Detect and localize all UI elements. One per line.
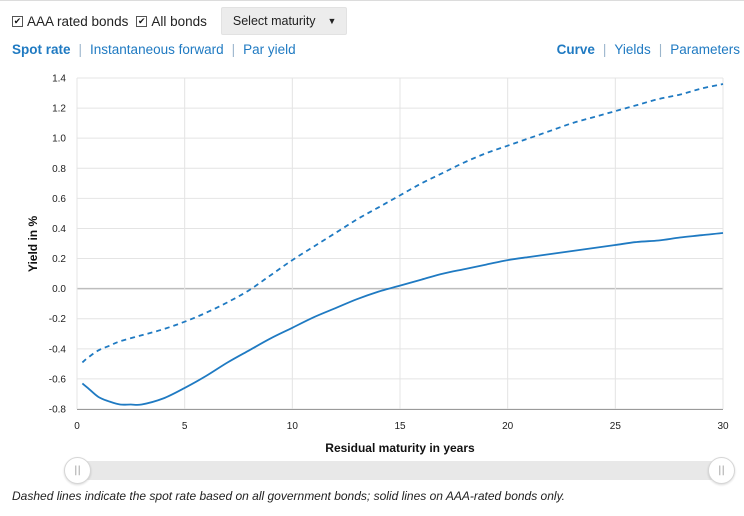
grip-icon: || xyxy=(74,465,81,476)
tab-separator: | xyxy=(231,42,236,57)
y-tick-label: 0.6 xyxy=(52,194,66,205)
maturity-range-slider[interactable] xyxy=(77,461,723,480)
maturity-select[interactable]: Select maturity ▼ xyxy=(220,7,348,35)
checkbox-check-icon: ✔ xyxy=(12,15,23,27)
tab-parameters[interactable]: Parameters xyxy=(670,42,740,57)
y-tick-label: 0.2 xyxy=(52,254,66,265)
all-bonds-label: All bonds xyxy=(151,13,207,29)
chart-series xyxy=(81,83,724,406)
checkbox-check-icon: ✔ xyxy=(136,15,148,27)
y-tick-label: 0.8 xyxy=(52,164,66,175)
tab-curve[interactable]: Curve xyxy=(556,42,595,57)
tab-instantaneous-forward[interactable]: Instantaneous forward xyxy=(90,42,224,57)
y-axis-title: Yield in % xyxy=(26,216,40,273)
grip-icon: || xyxy=(718,465,725,476)
y-tick-label: -0.2 xyxy=(49,314,67,325)
x-axis-title: Residual maturity in years xyxy=(325,441,475,455)
aaa-bonds-label: AAA rated bonds xyxy=(27,13,129,29)
rate-type-tabs: Spot rate | Instantaneous forward | Par … xyxy=(12,42,296,57)
tab-separator: | xyxy=(602,42,607,57)
tab-separator: | xyxy=(78,42,83,57)
x-tick-label: 20 xyxy=(502,421,514,432)
y-tick-label: 0.0 xyxy=(52,284,66,295)
caret-down-icon: ▼ xyxy=(327,16,337,26)
x-tick-label: 5 xyxy=(182,421,188,432)
slider-handle-right[interactable]: || xyxy=(708,457,735,484)
y-tick-label: -0.8 xyxy=(49,405,67,416)
x-tick-label: 0 xyxy=(74,421,80,432)
view-tabs: Curve | Yields | Parameters xyxy=(557,42,740,57)
y-tick-label: -0.4 xyxy=(49,344,67,355)
x-tick-label: 25 xyxy=(610,421,622,432)
y-tick-label: -0.6 xyxy=(49,374,67,385)
yield-curve-chart: -0.8 -0.6 -0.4 -0.2 0.0 0.2 0.4 0.6 0.8 1.0 1.2 1.4… xyxy=(26,74,729,456)
top-divider xyxy=(0,0,744,1)
all-bonds-checkbox[interactable]: ✔ All bonds xyxy=(136,14,207,29)
aaa-bonds-checkbox[interactable]: ✔ AAA rated bonds xyxy=(12,14,128,29)
tab-yields[interactable]: Yields xyxy=(614,42,651,57)
series-line-all-bonds xyxy=(81,83,724,364)
tab-separator: | xyxy=(658,42,663,57)
slider-handle-left[interactable]: || xyxy=(64,457,91,484)
y-tick-label: 1.2 xyxy=(52,104,66,115)
y-tick-label: 1.0 xyxy=(52,134,66,145)
chart-tick-labels: -0.8 -0.6 -0.4 -0.2 0.0 0.2 0.4 0.6 0.8 1.0 1.2 1.4… xyxy=(49,74,729,433)
series-line-aaa-bonds xyxy=(81,232,724,406)
filter-controls: ✔ AAA rated bonds ✔ All bonds Select mat… xyxy=(12,7,348,35)
chart-caption: Dashed lines indicate the spot rate base… xyxy=(12,489,566,503)
y-tick-label: 1.4 xyxy=(52,74,66,85)
x-tick-label: 10 xyxy=(287,421,299,432)
tab-par-yield[interactable]: Par yield xyxy=(243,42,296,57)
tab-spot-rate[interactable]: Spot rate xyxy=(12,42,71,57)
maturity-select-value: Select maturity xyxy=(232,14,316,28)
x-tick-label: 30 xyxy=(717,421,729,432)
x-tick-label: 15 xyxy=(394,421,406,432)
chart-grid xyxy=(76,77,724,410)
y-tick-label: 0.4 xyxy=(52,224,66,235)
